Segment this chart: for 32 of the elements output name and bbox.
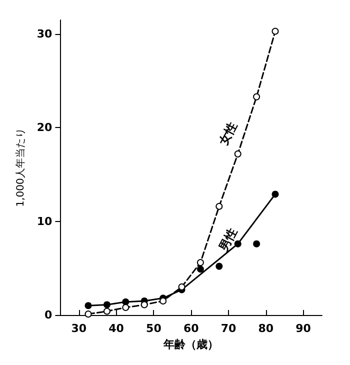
y-tick-label: 20 (36, 121, 53, 134)
point (253, 240, 260, 248)
x-tick-label: 40 (108, 322, 124, 335)
point (272, 28, 279, 35)
text: 女性 (216, 120, 240, 148)
x-tick-label: 80 (258, 322, 274, 335)
point (122, 304, 130, 312)
point (103, 308, 110, 315)
y-tick-label: 10 (36, 214, 53, 228)
point (196, 266, 204, 273)
point (234, 150, 242, 158)
y-axis-title: 1,000人年当たり (14, 128, 26, 207)
x-tick-label: 90 (296, 322, 312, 335)
point (216, 262, 223, 270)
point (272, 190, 279, 198)
x-tick-label: 60 (183, 322, 200, 335)
y-tick-label: 30 (36, 28, 53, 41)
point (178, 283, 186, 290)
x-tick-label: 70 (220, 322, 236, 335)
x-axis-title: 年齢（歳） (162, 338, 219, 351)
x-tick-label: 30 (71, 322, 87, 335)
x-tick-label: 50 (146, 322, 162, 335)
point (140, 301, 148, 308)
point (216, 202, 223, 210)
point (84, 302, 92, 310)
text: 男性 (216, 226, 240, 254)
point (196, 259, 204, 266)
point (160, 297, 167, 304)
y-tick-label: 0 (44, 308, 53, 322)
point (84, 310, 92, 318)
point (253, 93, 260, 100)
point (103, 301, 110, 308)
